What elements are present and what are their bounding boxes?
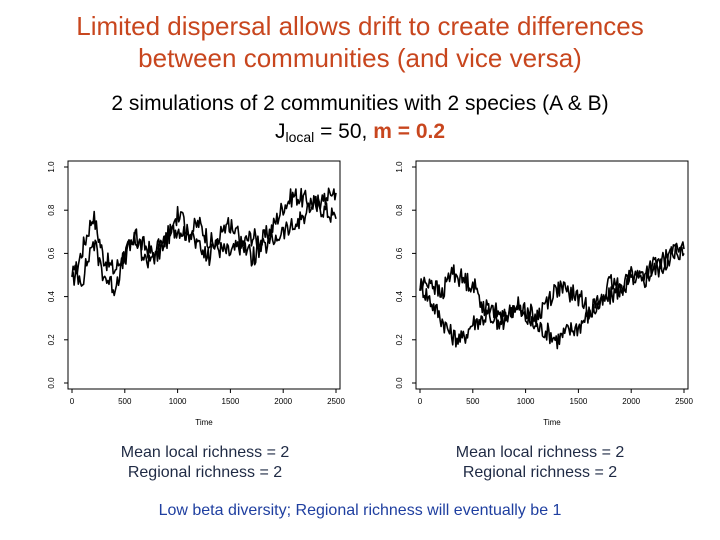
y-tick-label: 0.0 <box>395 377 404 389</box>
series-line-1 <box>71 187 337 286</box>
y-tick-label: 0.4 <box>395 290 404 302</box>
title-line-1: Limited dispersal allows drift to create… <box>76 11 644 41</box>
y-tick-label: 1.0 <box>47 161 56 173</box>
x-tick-label: 2000 <box>622 397 640 406</box>
footer-conclusion: Low beta diversity; Regional richness wi… <box>158 502 562 519</box>
title-line-2: between communities (and vice versa) <box>138 43 582 73</box>
x-tick-label: 2000 <box>274 397 292 406</box>
y-tick-label: 1.0 <box>395 161 404 173</box>
right-mean-local-richness: Mean local richness = 2 <box>455 444 625 461</box>
left-mean-local-richness: Mean local richness = 2 <box>120 444 290 461</box>
x-tick-label: 1000 <box>169 397 187 406</box>
y-tick-label: 0.8 <box>47 204 56 216</box>
x-tick-label: 500 <box>118 397 132 406</box>
x-tick-label: 500 <box>466 397 480 406</box>
x-tick-label: 0 <box>70 397 75 406</box>
j-subscript: local <box>285 129 315 145</box>
y-tick-label: 0.0 <box>47 377 56 389</box>
y-tick-label: 0.8 <box>395 204 404 216</box>
j-symbol: J <box>274 120 286 143</box>
slide-subtitle: 2 simulations of 2 communities with 2 sp… <box>20 90 700 151</box>
x-tick-label: 1000 <box>517 397 535 406</box>
y-tick-label: 0.2 <box>395 334 404 346</box>
series-line-1 <box>419 243 685 350</box>
subtitle-line-2: Jlocal = 50, m = 0.2 <box>20 118 700 151</box>
right-summary: Mean local richness = 2 Regional richnes… <box>415 443 665 483</box>
x-tick-label: 1500 <box>570 397 588 406</box>
j-value: = 50, <box>314 120 374 143</box>
x-tick-label: 2500 <box>327 397 345 406</box>
x-tick-label: 1500 <box>222 397 240 406</box>
right-regional-richness: Regional richness = 2 <box>462 464 618 481</box>
y-tick-label: 0.6 <box>47 247 56 259</box>
plot-frame <box>67 160 341 390</box>
slide-title: Limited dispersal allows drift to create… <box>20 10 700 74</box>
y-tick-label: 0.6 <box>395 247 404 259</box>
left-simulation-plot: 0 500 1000 1500 2000 2500 0.0 0.2 0.4 0.6 0.8 1.0 Ti… <box>47 160 345 427</box>
y-tick-label: 0.2 <box>47 334 56 346</box>
x-axis-label: Time <box>195 418 213 427</box>
series-line-2 <box>419 241 685 330</box>
m-value: m = 0.2 <box>373 120 446 143</box>
left-regional-richness: Regional richness = 2 <box>127 464 283 481</box>
x-tick-label: 2500 <box>675 397 693 406</box>
y-tick-label: 0.4 <box>47 290 56 302</box>
subtitle-line-1: 2 simulations of 2 communities with 2 sp… <box>111 92 609 115</box>
left-summary: Mean local richness = 2 Regional richnes… <box>80 443 330 483</box>
plot-frame <box>415 160 689 390</box>
x-tick-label: 0 <box>418 397 423 406</box>
right-simulation-plot: 0 500 1000 1500 2000 2500 0.0 0.2 0.4 0.6 0.8 1.0 Ti… <box>395 160 693 427</box>
series-line-2 <box>71 187 337 297</box>
x-axis-label: Time <box>543 418 561 427</box>
